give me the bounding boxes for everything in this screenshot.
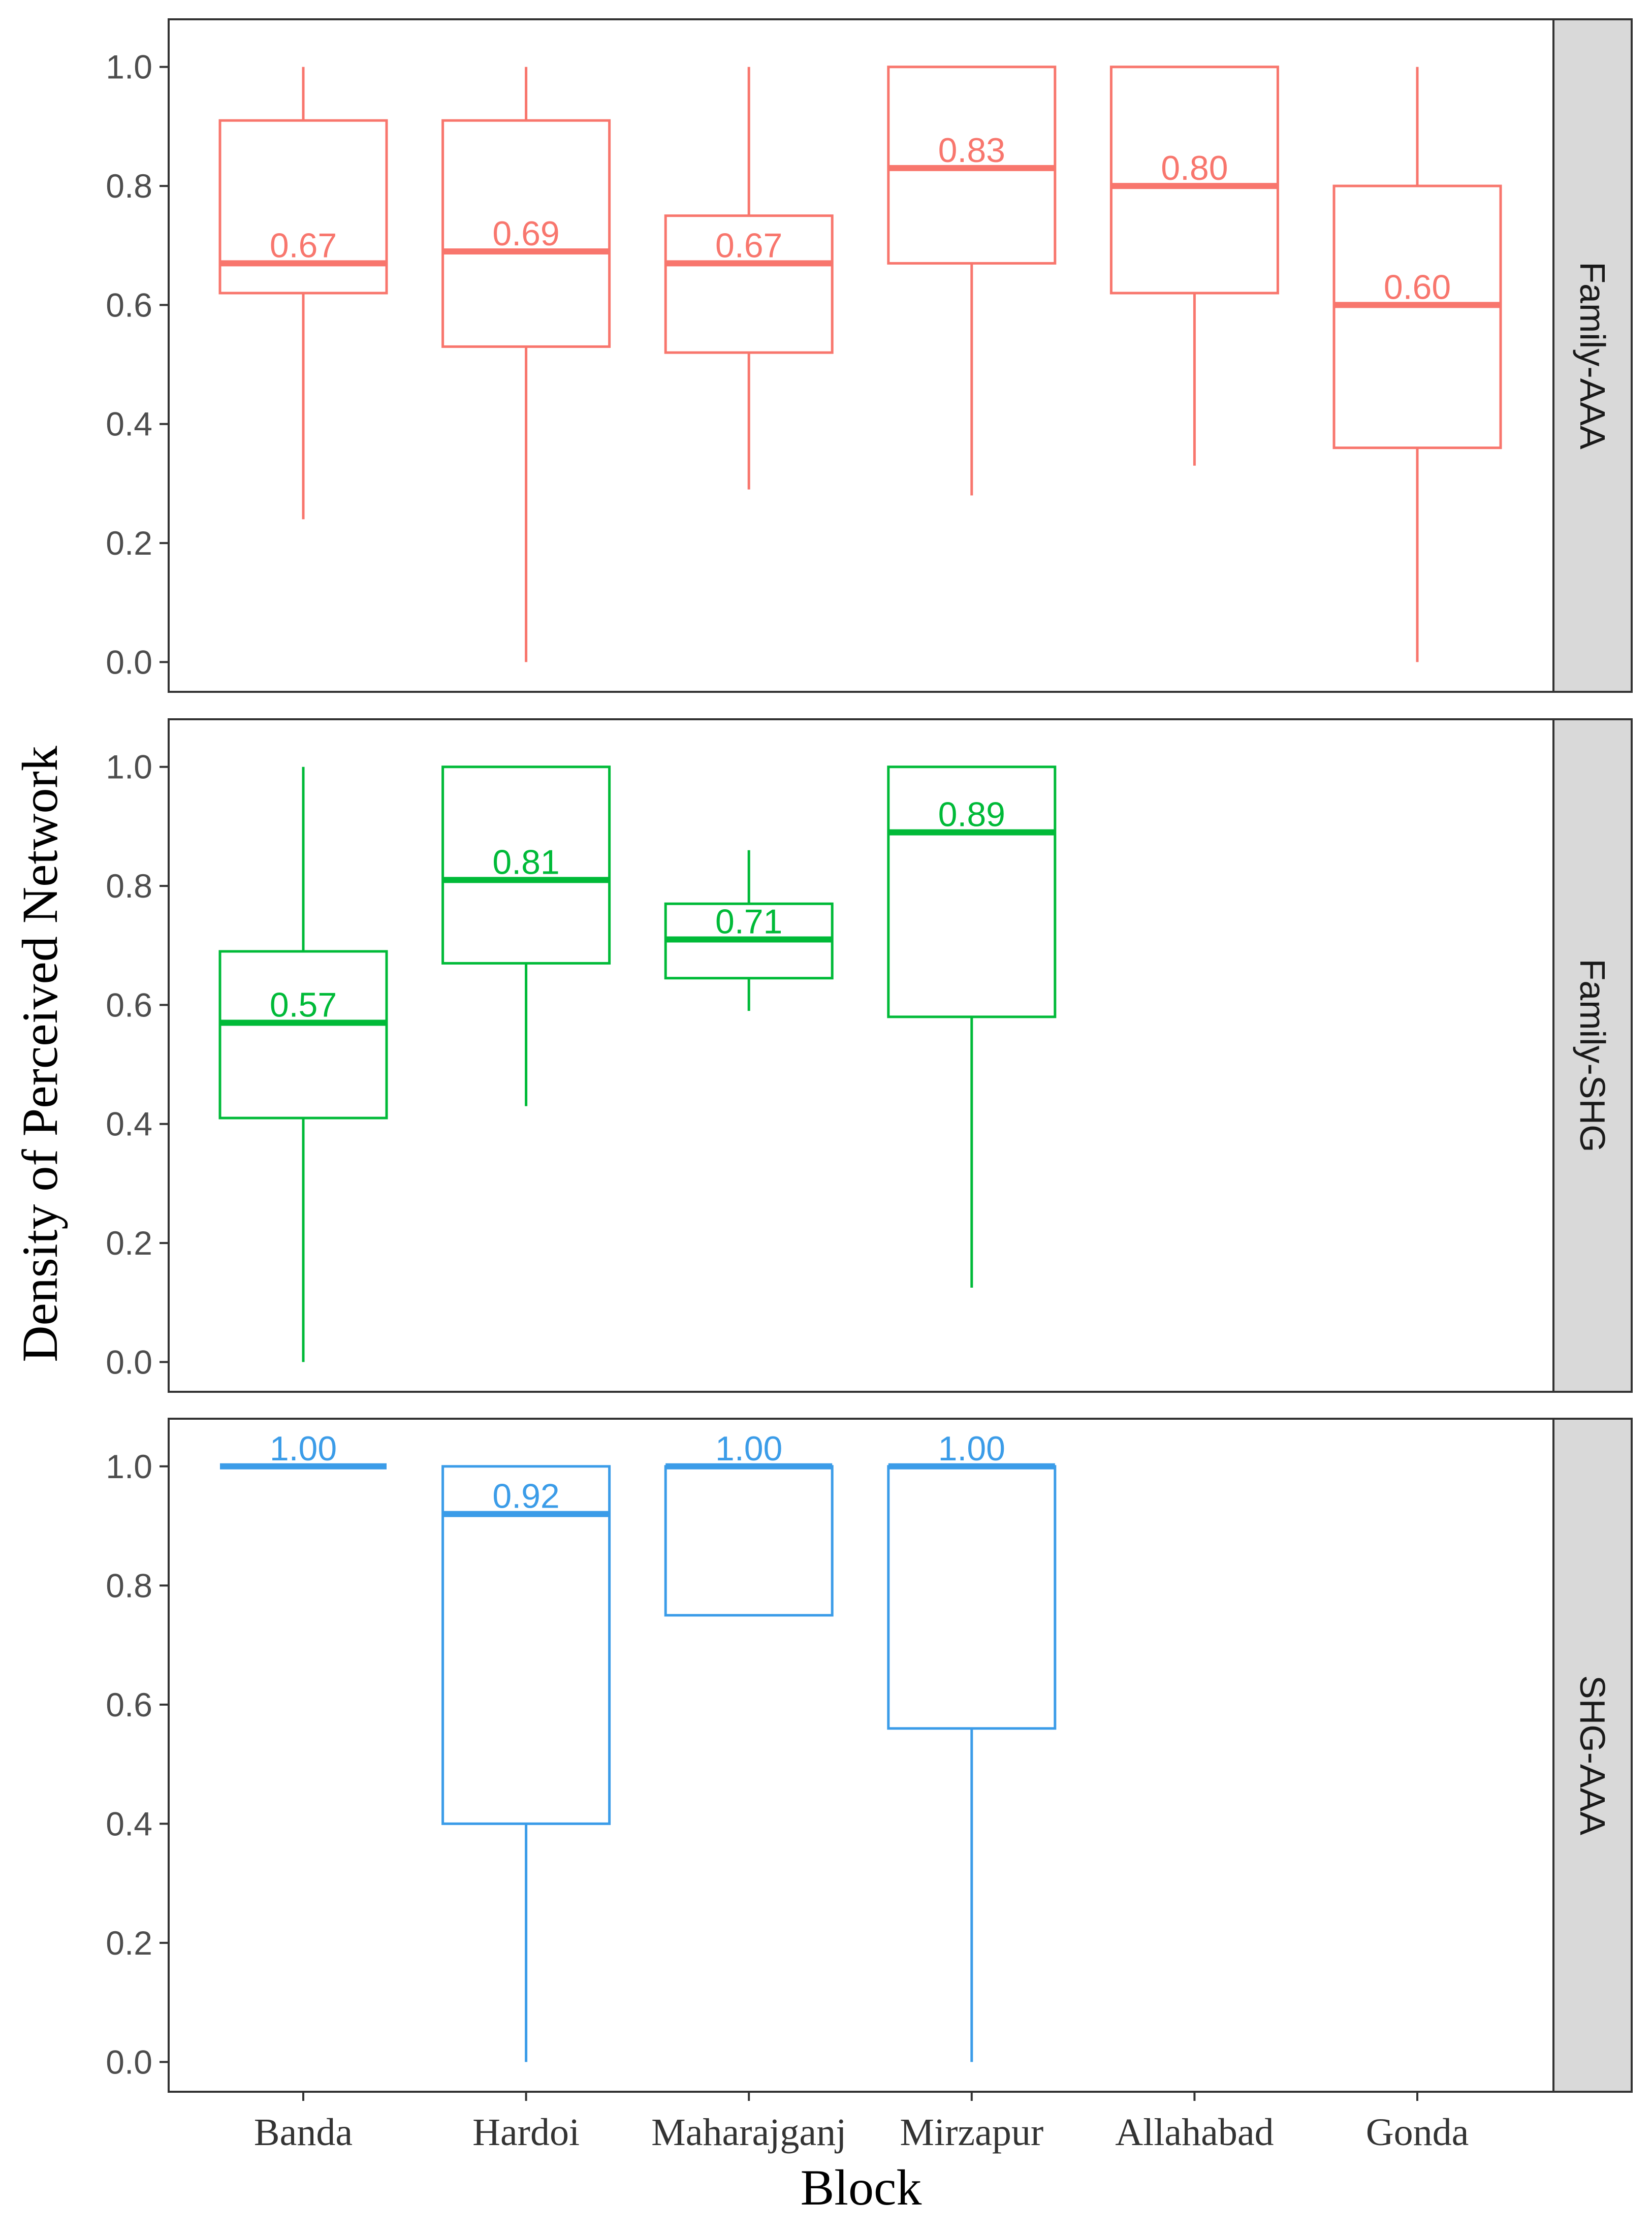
y-tick-label: 0.4 (106, 1805, 152, 1842)
box-body (1109, 66, 1279, 295)
median-label: 0.67 (715, 226, 782, 265)
x-tick-label: Hardoi (472, 2111, 580, 2154)
x-axis-title: Block (801, 2159, 922, 2216)
y-tick-label: 0.8 (106, 867, 152, 905)
y-tick-label: 1.0 (106, 1448, 152, 1485)
y-tick-label: 1.0 (106, 748, 152, 786)
box-body (218, 950, 388, 1120)
facet-strip (1552, 718, 1633, 1393)
facet-strip (1552, 18, 1633, 693)
median-label: 0.81 (492, 843, 559, 881)
facet-strip (1552, 1418, 1633, 2093)
y-tick-label: 0.4 (106, 1105, 152, 1143)
y-tick-label: 1.0 (106, 48, 152, 86)
box-body (664, 214, 834, 354)
x-tick-label: Mirzapur (900, 2111, 1043, 2154)
y-tick-label: 0.0 (106, 2043, 152, 2081)
box-body (441, 1465, 611, 1825)
median-label: 0.80 (1161, 149, 1228, 187)
y-tick-label: 0.2 (106, 1924, 152, 1962)
panel-frame (168, 1418, 1554, 2093)
median-label: 1.00 (270, 1429, 337, 1468)
facet-strip-label: Family-SHG (1573, 959, 1612, 1152)
panel-frame (168, 718, 1554, 1393)
median-label: 0.67 (270, 226, 337, 265)
box-body (887, 765, 1057, 1018)
median-label: 1.00 (715, 1429, 782, 1468)
median-label: 0.57 (270, 986, 337, 1025)
median-label: 1.00 (938, 1429, 1005, 1468)
y-tick-label: 0.4 (106, 405, 152, 443)
y-tick-label: 0.2 (106, 524, 152, 562)
median-label: 0.83 (938, 131, 1005, 170)
y-tick-label: 0.2 (106, 1224, 152, 1262)
y-tick-label: 0.6 (106, 1686, 152, 1723)
y-tick-label: 0.0 (106, 643, 152, 681)
x-tick-label: Gonda (1366, 2111, 1469, 2154)
x-tick-label: Maharajganj (651, 2111, 846, 2154)
y-tick-label: 0.8 (106, 1567, 152, 1604)
y-tick-label: 0.6 (106, 286, 152, 324)
y-axis-title: Density of Perceived Network (12, 746, 68, 1362)
box-body (441, 119, 611, 348)
median-label: 0.71 (715, 903, 782, 941)
facet-strip-label: SHG-AAA (1573, 1675, 1612, 1835)
box-body (441, 765, 611, 965)
facet-strip-label: Family-AAA (1573, 262, 1612, 450)
median-label: 0.92 (492, 1477, 559, 1516)
x-tick-label: Allahabad (1115, 2111, 1274, 2154)
panel-frame (168, 18, 1554, 693)
box-body (1332, 184, 1502, 450)
median-label: 0.89 (938, 795, 1005, 834)
x-tick-label: Banda (254, 2111, 353, 2154)
y-tick-label: 0.8 (106, 167, 152, 205)
y-tick-label: 0.0 (106, 1343, 152, 1381)
median-label: 0.69 (492, 214, 559, 253)
median-label: 0.60 (1384, 268, 1451, 306)
box-body (218, 119, 388, 295)
y-tick-label: 0.6 (106, 986, 152, 1024)
